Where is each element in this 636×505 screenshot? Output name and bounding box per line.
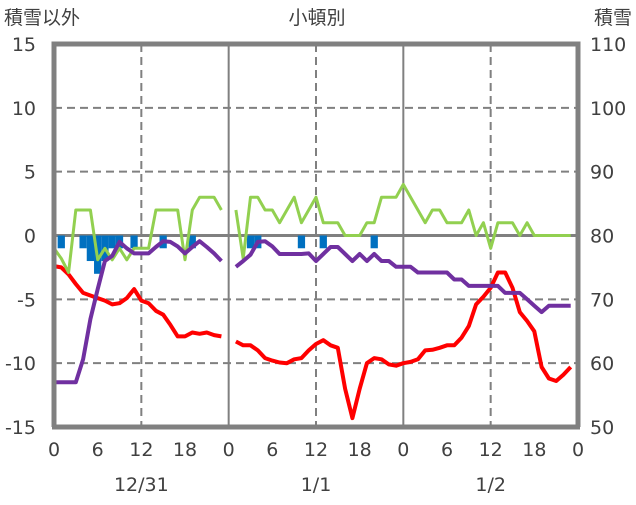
x-tick-label: 12 bbox=[479, 439, 503, 461]
date-label: 1/1 bbox=[301, 474, 332, 496]
temperature-line bbox=[53, 264, 222, 339]
snowfall-bar bbox=[86, 235, 95, 262]
left-tick-label: 15 bbox=[12, 34, 36, 56]
date-label: 12/31 bbox=[114, 474, 169, 496]
x-tick-label: 12 bbox=[129, 439, 153, 461]
left-tick-label: -15 bbox=[5, 417, 36, 439]
x-tick-label: 0 bbox=[572, 439, 584, 461]
x-tick-label: 6 bbox=[441, 439, 453, 461]
plot-frame bbox=[51, 41, 581, 430]
frame-border bbox=[51, 41, 581, 427]
right-tick-label: 50 bbox=[590, 417, 614, 439]
left-tick-label: 5 bbox=[24, 162, 36, 184]
snowfall-bar bbox=[319, 235, 327, 249]
snowfall-bar bbox=[188, 235, 196, 249]
snowfall-bar bbox=[79, 235, 87, 249]
series-lines bbox=[52, 182, 573, 421]
snow_depth-line bbox=[54, 239, 223, 385]
right-axis-title: 積雪 bbox=[594, 7, 632, 29]
x-tick-label: 0 bbox=[223, 439, 235, 461]
snowfall-bar bbox=[108, 235, 116, 249]
x-tick-label: 6 bbox=[266, 439, 278, 461]
snowfall-bar bbox=[246, 235, 255, 249]
x-tick-label: 0 bbox=[397, 439, 409, 461]
wind-line bbox=[234, 182, 571, 260]
chart-title: 小頓別 bbox=[288, 7, 345, 29]
right-tick-label: 110 bbox=[590, 34, 626, 56]
right-tick-label: 80 bbox=[590, 226, 614, 248]
right-tick-label: 90 bbox=[590, 162, 614, 184]
grid bbox=[54, 44, 578, 427]
temperature-line bbox=[234, 270, 573, 421]
x-tick-label: 6 bbox=[92, 439, 104, 461]
left-axis-title: 積雪以外 bbox=[4, 7, 80, 29]
right-tick-label: 100 bbox=[590, 98, 626, 120]
left-tick-label: 0 bbox=[24, 226, 36, 248]
snowfall-bar bbox=[370, 235, 378, 249]
snowfall-bar bbox=[130, 235, 138, 249]
left-tick-label: -5 bbox=[17, 289, 36, 311]
x-tick-label: 18 bbox=[348, 439, 372, 461]
x-tick-label: 0 bbox=[48, 439, 60, 461]
date-label: 1/2 bbox=[475, 474, 506, 496]
snowfall-bar bbox=[57, 235, 65, 249]
snow_depth-line bbox=[234, 239, 571, 315]
right-tick-label: 60 bbox=[590, 353, 614, 375]
x-tick-label: 12 bbox=[304, 439, 328, 461]
x-tick-label: 18 bbox=[173, 439, 197, 461]
x-tick-label: 18 bbox=[522, 439, 546, 461]
left-tick-label: 10 bbox=[12, 98, 36, 120]
right-tick-label: 70 bbox=[590, 289, 614, 311]
snowfall-bar bbox=[297, 235, 306, 249]
wind-line bbox=[52, 195, 223, 274]
left-tick-label: -10 bbox=[5, 353, 36, 375]
